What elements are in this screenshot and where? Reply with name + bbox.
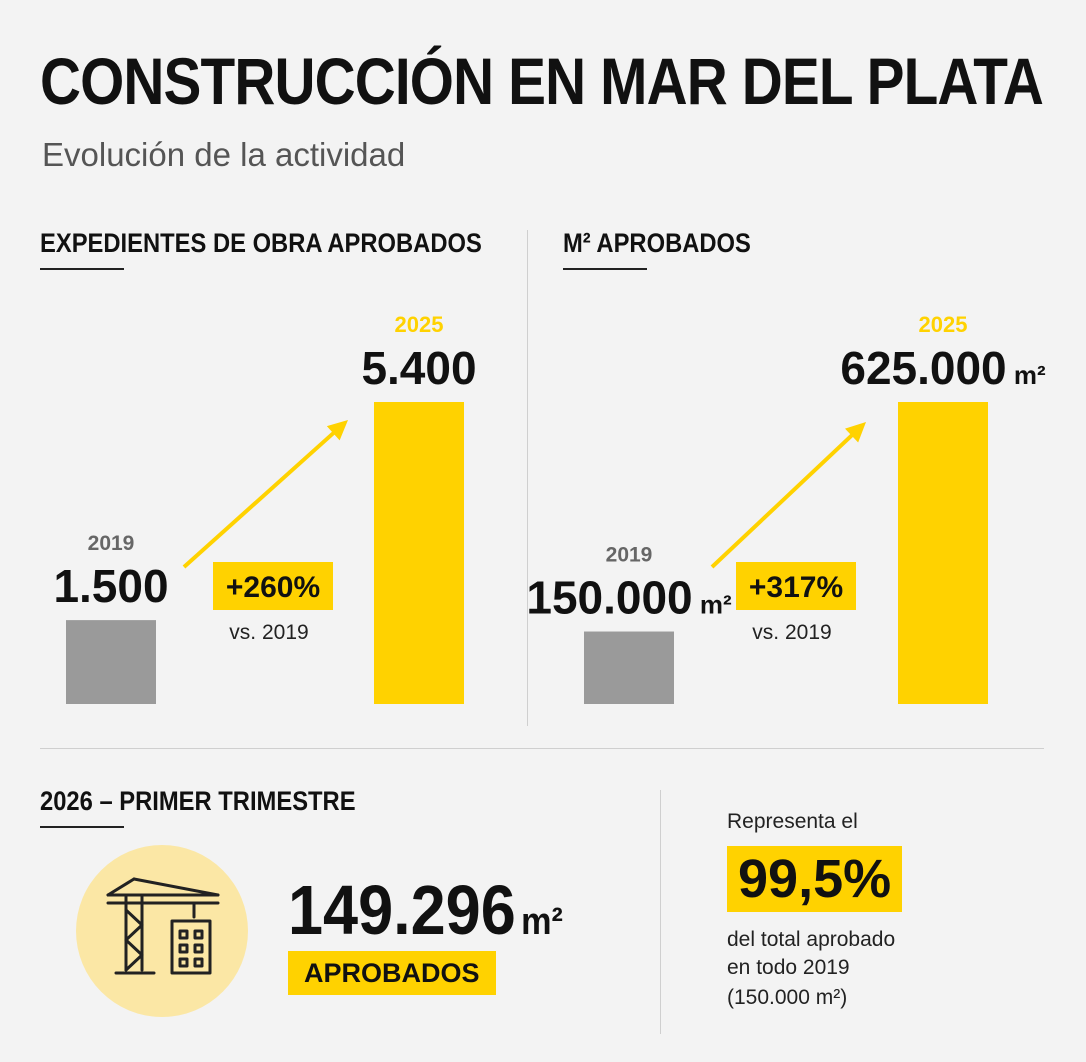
quarter-value-number: 149.296 [288,871,516,949]
change-box [213,562,333,610]
percent-highlight: 99,5% [727,846,903,912]
change-note: vs. 2019 [229,621,308,644]
value-number: 625.000 [840,342,1006,394]
bar-2025 [374,402,464,704]
value-number: 1.500 [53,560,168,612]
crane-icon-circle [76,845,248,1017]
crane-building-icon [106,877,220,975]
page-title: CONSTRUCCIÓN EN MAR DEL PLATA [40,44,1044,118]
year-label-2025: 2025 [919,312,968,337]
growth-arrow-line [710,431,856,569]
quarter-value: 149.296 m² [288,870,563,950]
change-note: vs. 2019 [752,621,831,644]
chart-2-title-underline [563,268,647,270]
section-divider [40,748,1044,749]
change-label: +260% [226,571,320,604]
value-label-2025: 5.400 [361,342,476,394]
growth-arrow-head [326,420,348,441]
bar-2019 [584,631,674,704]
value-unit: m² [1007,360,1046,390]
value-label-2019: 150.000 m² [526,572,732,624]
quarter-title-underline [40,826,124,828]
chart-1-title: EXPEDIENTES DE OBRA APROBADOS [40,228,482,258]
growth-arrow-line [182,429,338,569]
year-label-2019: 2019 [88,532,135,555]
growth-arrow-head [845,422,866,443]
chart-divider [527,230,528,726]
value-number: 5.400 [361,342,476,394]
approved-tag: APROBADOS [288,951,496,995]
bar-2019 [66,620,156,704]
change-label: +317% [749,571,843,604]
page-subtitle: Evolución de la actividad [42,136,406,173]
quarter-value-unit: m² [521,901,563,943]
represent-label: Representa el [727,810,858,833]
change-box [736,562,856,610]
bottom-divider [660,790,661,1034]
chart-1-title-underline [40,268,124,270]
quarter-title: 2026 – PRIMER TRIMESTRE [40,786,356,816]
note-line-1: del total aprobado [727,928,896,951]
year-label-2019: 2019 [606,544,653,567]
value-label-2025: 625.000 m² [840,342,1046,394]
year-label-2025: 2025 [395,312,444,337]
bar-2025 [898,402,988,704]
value-unit: m² [693,590,732,620]
chart-2-title: M² APROBADOS [563,228,751,258]
note-line-3: (150.000 m²) [727,986,848,1009]
value-label-2019: 1.500 [53,560,168,612]
value-number: 150.000 [526,572,692,624]
note-line-2: en todo 2019 [727,956,850,979]
